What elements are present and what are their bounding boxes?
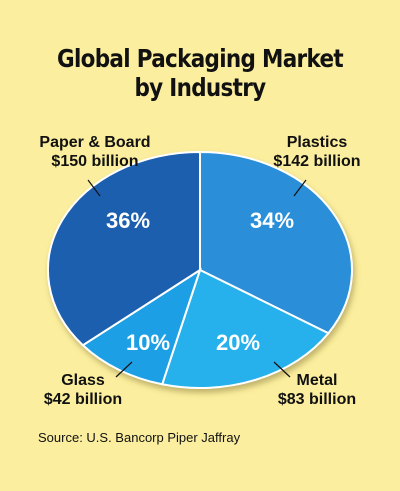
pct-label-plastics: 34% bbox=[250, 208, 294, 233]
label-plastics-name: Plastics bbox=[286, 134, 348, 151]
leader-line bbox=[273, 361, 291, 378]
label-plastics: Plastics $142 billion bbox=[262, 133, 372, 171]
label-paper-board-name: Paper & Board bbox=[39, 134, 151, 151]
source-note: Source: U.S. Bancorp Piper Jaffray bbox=[38, 430, 241, 445]
pie-slice-metal bbox=[160, 268, 330, 389]
label-metal-name: Metal bbox=[296, 372, 338, 389]
label-paper-board-value: $150 billion bbox=[51, 153, 139, 170]
chart-title-line-2: by Industry bbox=[134, 73, 266, 102]
leader-line bbox=[293, 179, 307, 197]
label-glass-value: $42 billion bbox=[43, 391, 123, 408]
chart-title-line-1: Global Packaging Market bbox=[56, 44, 344, 73]
label-glass: Glass $42 billion bbox=[28, 371, 138, 409]
label-metal-value: $83 billion bbox=[277, 391, 357, 408]
pie-slice-paper-board bbox=[47, 150, 201, 347]
label-glass-name: Glass bbox=[61, 372, 105, 389]
pie-slice-glass bbox=[81, 267, 202, 386]
leader-line bbox=[115, 361, 133, 378]
leader-line bbox=[87, 179, 101, 197]
label-paper-board: Paper & Board $150 billion bbox=[30, 133, 160, 171]
pct-label-glass: 10% bbox=[126, 330, 170, 355]
label-plastics-value: $142 billion bbox=[273, 153, 361, 170]
pct-label-metal: 20% bbox=[216, 330, 260, 355]
chart-title: Global Packaging Market by Industry bbox=[28, 44, 372, 102]
pct-label-paper-board: 36% bbox=[106, 208, 150, 233]
label-metal: Metal $83 billion bbox=[262, 371, 372, 409]
